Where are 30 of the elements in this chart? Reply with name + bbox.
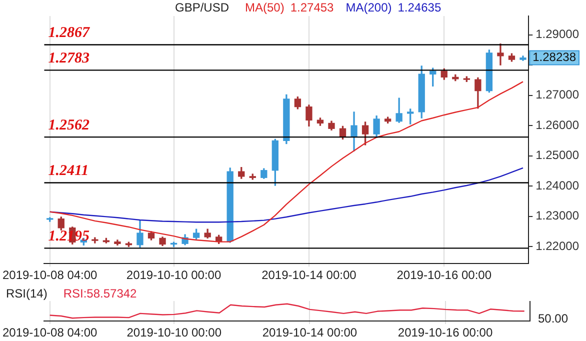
x-tick-label: 2019-10-14 00:00 — [262, 268, 357, 282]
text: MA(50) — [245, 0, 284, 14]
y-tick-label: 1.24000 — [536, 178, 580, 192]
x-tick-label: 2019-10-16 00:00 — [398, 326, 493, 340]
candlestick — [92, 237, 98, 244]
candlestick — [497, 44, 504, 66]
x-tick-label: 2019-10-10 00:00 — [126, 326, 222, 340]
x-tick-label: 2019-10-14 00:00 — [262, 326, 358, 340]
chart-title: RSI(14) — [6, 286, 48, 300]
x-tick-label: 2019-10-10 00:00 — [126, 268, 222, 282]
ref-line-label: 1.2562 — [48, 117, 90, 134]
text: MA(200) — [346, 0, 392, 14]
text: 1.27453 — [290, 0, 334, 14]
ref-line-label: 1.2867 — [48, 25, 90, 42]
chart-title: GBP/USD — [175, 0, 230, 14]
ref-line-label: 1.2783 — [48, 50, 90, 67]
y-tick-label: 1.23000 — [536, 208, 580, 223]
ref-line-label: 1.2411 — [48, 163, 89, 180]
y-tick-label: 1.27000 — [536, 88, 580, 102]
x-tick-label: 2019-10-08 04:00 — [2, 326, 98, 340]
y-tick-label: 1.29000 — [536, 27, 580, 42]
x-tick-label: 2019-10-08 04:00 — [2, 268, 98, 282]
y-tick-label: 1.26000 — [536, 118, 580, 132]
y-tick-label: 1.22000 — [536, 238, 580, 253]
x-tick-label: 2019-10-16 00:00 — [396, 268, 492, 282]
text: RSI:58.57342 — [63, 286, 138, 300]
text: 50.00 — [538, 311, 568, 326]
text: 1.24635 — [398, 0, 442, 14]
text: 1.28238 — [532, 50, 576, 64]
y-tick-label: 1.25000 — [536, 148, 580, 162]
